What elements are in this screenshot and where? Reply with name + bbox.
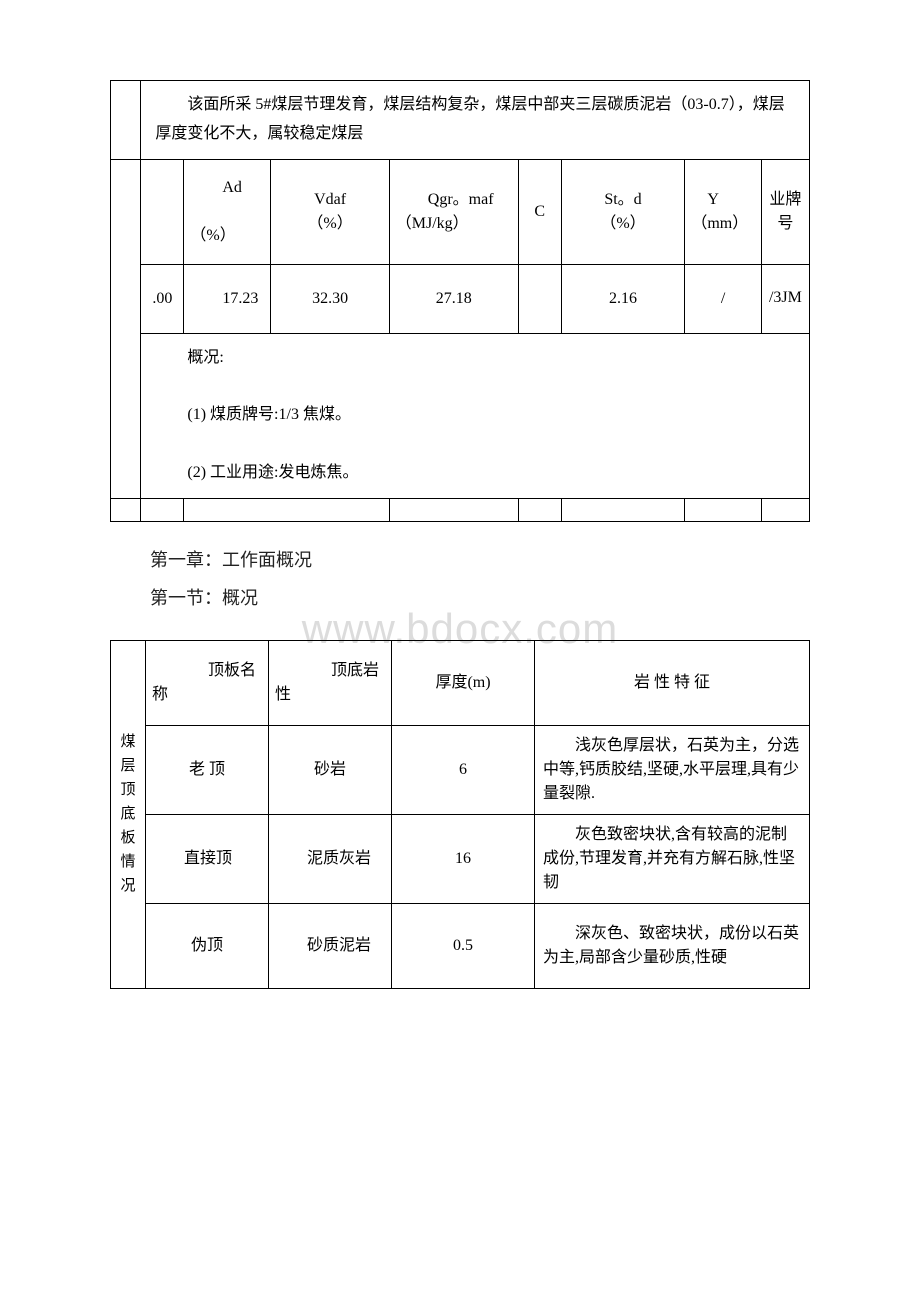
roof-rock: 砂岩: [269, 725, 392, 814]
empty-cell: [685, 498, 762, 521]
stub-cell: [111, 81, 141, 160]
data-blank: .00: [141, 264, 184, 333]
roof-floor-table: 煤层顶底板情况 顶板名称 顶底岩性 厚度(m) 岩 性 特 征 老 顶 砂岩 6…: [110, 640, 810, 989]
col-header-qgr: Qgr。maf （MJ/kg）: [389, 159, 518, 264]
col-header-thick: 厚度(m): [392, 640, 535, 725]
data-vdaf: 32.30: [271, 264, 389, 333]
roof-desc: 灰色致密块状,含有较高的泥制成份,节理发育,并充有方解石脉,性坚韧: [535, 814, 810, 903]
col-header-desc: 岩 性 特 征: [535, 640, 810, 725]
roof-thick: 6: [392, 725, 535, 814]
col-header-rock: 顶底岩性: [269, 640, 392, 725]
table-row: 伪顶 砂质泥岩 0.5 深灰色、致密块状，成份以石英为主,局部含少量砂质,性硬: [111, 903, 810, 988]
col-header-blank: [141, 159, 184, 264]
coal-description: 该面所采 5#煤层节理发育，煤层结构复杂，煤层中部夹三层碳质泥岩（03-0.7）…: [141, 81, 810, 160]
coal-analysis-table: 该面所采 5#煤层节理发育，煤层结构复杂，煤层中部夹三层碳质泥岩（03-0.7）…: [110, 80, 810, 522]
coal-summary: 概况: (1) 煤质牌号:1/3 焦煤。 (2) 工业用途:发电炼焦。: [141, 333, 810, 498]
col-header-vdaf: Vdaf （%）: [271, 159, 389, 264]
data-std: 2.16: [561, 264, 685, 333]
roof-rock: 泥质灰岩: [269, 814, 392, 903]
roof-thick: 0.5: [392, 903, 535, 988]
table-row: 直接顶 泥质灰岩 16 灰色致密块状,含有较高的泥制成份,节理发育,并充有方解石…: [111, 814, 810, 903]
empty-cell: [184, 498, 389, 521]
chapter-heading: 第一章：工作面概况: [150, 546, 810, 572]
col-header-std: St。d （%）: [561, 159, 685, 264]
empty-cell: [141, 498, 184, 521]
empty-cell: [761, 498, 809, 521]
data-ad: 17.23: [184, 264, 271, 333]
roof-thick: 16: [392, 814, 535, 903]
roof-rock: 砂质泥岩: [269, 903, 392, 988]
roof-desc: 深灰色、致密块状，成份以石英为主,局部含少量砂质,性硬: [535, 903, 810, 988]
empty-cell: [561, 498, 685, 521]
data-c: [518, 264, 561, 333]
section-heading: 第一节：概况: [150, 584, 810, 610]
side-label: 煤层顶底板情况: [111, 640, 146, 988]
data-y: /: [685, 264, 762, 333]
empty-cell: [389, 498, 518, 521]
col-header-y: Y （mm）: [685, 159, 762, 264]
roof-name: 老 顶: [146, 725, 269, 814]
stub-cell: [111, 159, 141, 498]
empty-cell: [518, 498, 561, 521]
roof-name: 伪顶: [146, 903, 269, 988]
roof-desc: 浅灰色厚层状，石英为主，分选中等,钙质胶结,坚硬,水平层理,具有少量裂隙.: [535, 725, 810, 814]
data-qgr: 27.18: [389, 264, 518, 333]
empty-cell: [111, 498, 141, 521]
data-grade: /3JM: [761, 264, 809, 333]
col-header-c: C: [518, 159, 561, 264]
col-header-grade: 业牌号: [761, 159, 809, 264]
roof-name: 直接顶: [146, 814, 269, 903]
col-header-name: 顶板名称: [146, 640, 269, 725]
col-header-ad: Ad （%）: [184, 159, 271, 264]
table-row: 老 顶 砂岩 6 浅灰色厚层状，石英为主，分选中等,钙质胶结,坚硬,水平层理,具…: [111, 725, 810, 814]
